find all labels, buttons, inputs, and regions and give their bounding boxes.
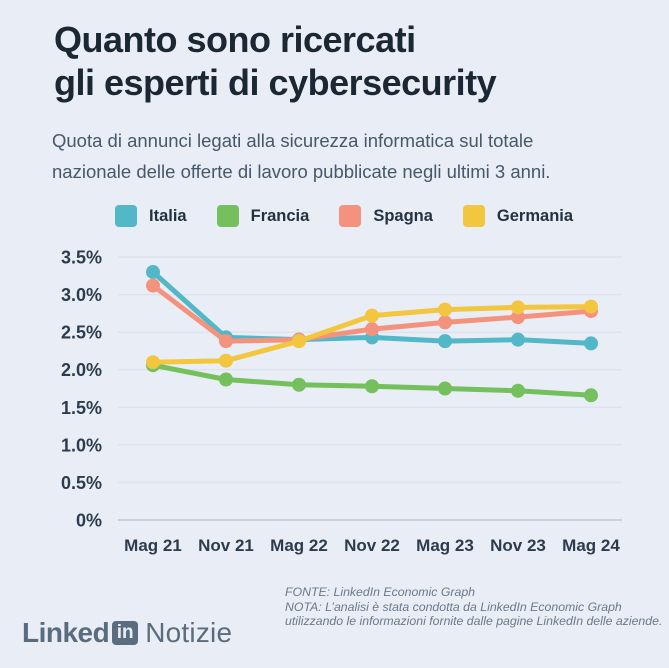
x-tick-label: Nov 22: [344, 536, 400, 555]
data-point-italia: [438, 334, 452, 349]
logo-text-notizie: Notizie: [145, 617, 233, 648]
data-point-italia: [292, 332, 306, 347]
x-tick-label: Nov 23: [490, 536, 546, 555]
logo-text-linked: Linked: [22, 617, 110, 648]
legend-label: Italia: [149, 206, 187, 225]
y-tick-label: 0.5%: [61, 473, 102, 493]
data-point-spagna: [365, 322, 379, 337]
data-point-italia: [146, 265, 160, 280]
data-point-francia: [511, 383, 525, 398]
x-tick-label: Nov 21: [198, 536, 254, 555]
legend-item-germania: Germania: [462, 205, 574, 227]
chart-legend: Italia Francia Spagna Germania: [115, 205, 573, 227]
data-point-francia: [584, 388, 598, 403]
title-line-2: gli esperti di cybersecurity: [54, 62, 497, 103]
x-tick-label: Mag 22: [270, 536, 328, 555]
series-line-spagna: [150, 283, 594, 344]
legend-label: Spagna: [373, 206, 433, 225]
y-tick-label: 2.5%: [61, 323, 102, 343]
legend-item-francia: Francia: [216, 205, 310, 227]
legend-swatch-icon: [216, 205, 239, 227]
legend-swatch-icon: [339, 205, 362, 227]
data-point-germania: [584, 299, 598, 314]
data-point-francia: [146, 358, 160, 373]
page-title: Quanto sono ricercati gli esperti di cyb…: [54, 18, 497, 104]
legend-label: Germania: [496, 206, 574, 225]
legend-item-italia: Italia: [115, 205, 187, 227]
y-tick-label: 2.0%: [61, 360, 102, 380]
data-point-spagna: [292, 332, 306, 347]
data-point-italia: [511, 332, 525, 347]
data-point-italia: [365, 330, 379, 345]
legend-swatch-icon: [115, 205, 137, 227]
fonte-line: FONTE: LinkedIn Economic Graph: [285, 585, 475, 599]
data-point-germania: [511, 300, 525, 315]
x-tick-label: Mag 23: [416, 536, 474, 555]
y-tick-label: 0%: [76, 511, 102, 531]
data-point-francia: [292, 377, 306, 392]
data-point-spagna: [511, 310, 525, 325]
data-point-italia: [584, 336, 598, 351]
linkedin-notizie-logo: Linked in Notizie: [22, 617, 232, 649]
data-point-spagna: [146, 278, 160, 293]
legend-item-spagna: Spagna: [339, 205, 433, 227]
y-tick-label: 1.0%: [61, 435, 102, 455]
y-tick-label: 1.5%: [61, 398, 102, 418]
x-tick-label: Mag 21: [124, 536, 182, 555]
y-tick-label: 3.0%: [61, 285, 102, 305]
series-line-italia: [150, 269, 594, 346]
nota-line: NOTA: L’analisi è stata condotta da Link…: [285, 599, 663, 629]
data-point-francia: [365, 379, 379, 394]
series-line-francia: [150, 362, 594, 398]
subtitle: Quota di annunci legati alla sicurezza i…: [52, 130, 551, 182]
data-point-germania: [365, 308, 379, 323]
x-tick-label: Mag 24: [562, 536, 620, 555]
data-point-germania: [292, 334, 306, 349]
data-point-germania: [146, 355, 160, 370]
data-point-spagna: [219, 334, 233, 349]
series-line-germania: [150, 304, 594, 365]
data-point-francia: [219, 372, 233, 387]
data-point-spagna: [584, 304, 598, 319]
data-point-francia: [438, 381, 452, 396]
legend-label: Francia: [250, 206, 310, 225]
linkedin-in-icon: in: [112, 621, 139, 645]
data-point-germania: [438, 302, 452, 317]
title-line-1: Quanto sono ricercati: [54, 19, 416, 60]
data-point-italia: [219, 330, 233, 345]
source-note: FONTE: LinkedIn Economic Graph NOTA: L’a…: [285, 585, 667, 629]
data-point-germania: [219, 353, 233, 368]
legend-swatch-icon: [462, 205, 485, 227]
data-point-spagna: [438, 315, 452, 330]
y-tick-label: 3.5%: [61, 248, 102, 268]
